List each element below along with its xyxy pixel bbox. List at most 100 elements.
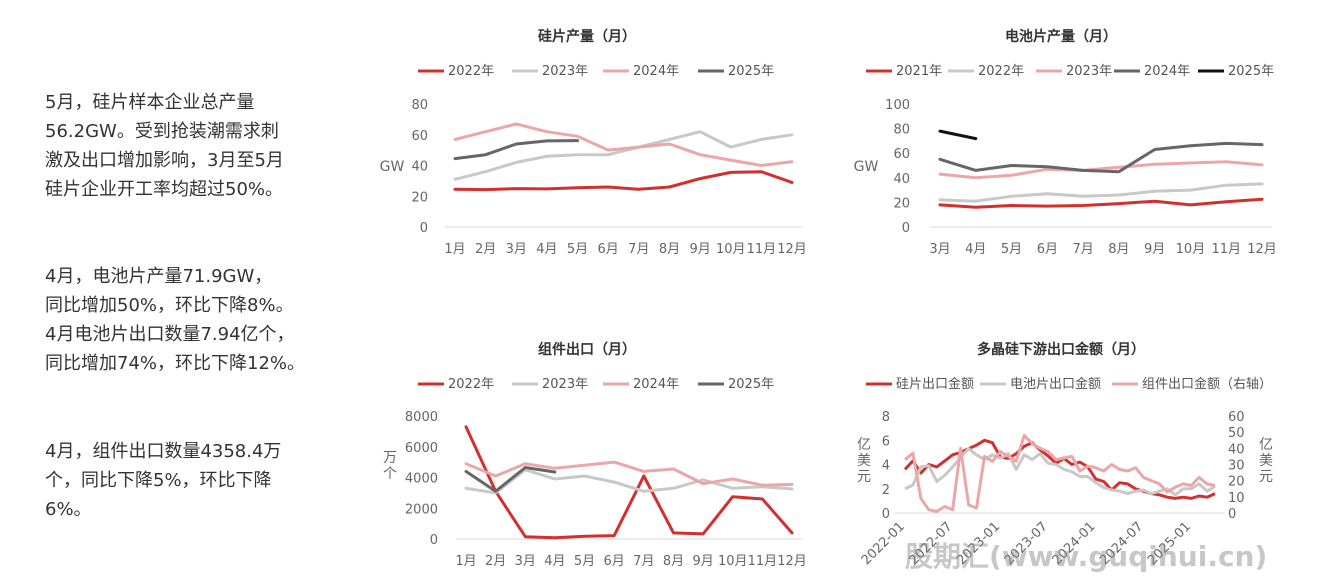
x-tick-label: 8月 [663,554,684,569]
series-line [938,141,1264,174]
x-tick-label: 3月 [929,242,950,257]
chart-title: 组件出口（月） [538,341,636,358]
x-tick-label: 4月 [544,554,565,569]
legend-label: 2024年 [633,377,679,392]
series-line [938,197,1264,209]
y-tick-label: 60 [411,129,428,144]
x-tick-label: 2022-01 [859,519,908,568]
legend-label: 2023年 [542,377,588,392]
y-axis-label-char: 个 [383,466,397,482]
legend-label: 2025年 [728,64,774,79]
series-line [464,425,794,540]
x-tick-label: 9月 [1144,242,1165,257]
y-axis-label-char: 亿 [857,437,871,453]
y-right-tick-label: 30 [1228,459,1245,474]
y-tick-label: 6000 [405,441,438,456]
legend-label: 2024年 [633,64,679,79]
series-line [453,130,794,181]
x-tick-label: 12月 [777,242,807,257]
y-tick-label: 0 [420,221,428,236]
x-tick-label: 9月 [692,554,713,569]
x-tick-label: 10月 [1176,242,1206,257]
x-tick-label: 3月 [515,554,536,569]
chart-title: 多晶硅下游出口金额（月） [977,341,1145,358]
legend-label: 2025年 [1228,64,1274,79]
series-line [453,122,794,167]
y-tick-label: 2 [882,483,890,498]
legend-label: 硅片出口金额 [896,376,974,392]
y-tick-label: 6 [882,434,890,449]
series-line [453,139,579,161]
note-line: 5月，硅片样本企业总产量 [45,92,255,113]
y-tick-label: 0 [882,507,890,522]
x-tick-label: 6月 [598,242,619,257]
legend-label: 2023年 [1066,64,1112,79]
x-tick-label: 12月 [777,554,807,569]
y-axis-label: GW [380,159,405,175]
y-right-tick-label: 60 [1228,410,1245,425]
series-line [904,433,1216,513]
y-tick-label: 80 [893,123,910,138]
legend-label: 组件出口金额（右轴） [1142,376,1272,392]
note-line: 56.2GW。受到抢装潮需求刺 [45,121,279,142]
legend-label: 2021年 [896,64,942,79]
legend-label: 2022年 [448,64,494,79]
x-tick-label: 8月 [1108,242,1129,257]
note-line: 4月，组件出口数量4358.4万 [45,441,282,462]
y-tick-label: 0 [430,533,438,548]
x-tick-label: 11月 [747,242,777,257]
series-line [453,170,794,192]
x-tick-label: 4月 [536,242,557,257]
note-line: 激及出口增加影响，3月至5月 [45,150,284,171]
y-axis-label-char: 元 [857,469,871,485]
legend-label: 2023年 [542,64,588,79]
y-tick-label: 2000 [405,502,438,517]
y-tick-label: 40 [411,160,428,175]
series-line [464,466,557,493]
x-tick-label: 4月 [965,242,986,257]
note-silicon-wafer: 5月，硅片样本企业总产量 56.2GW。受到抢装潮需求刺 激及出口增加影响，3月… [45,88,345,204]
x-tick-label: 11月 [1211,242,1241,257]
chart-title: 电池片产量（月） [1005,28,1117,45]
y-axis-label: GW [854,159,879,175]
legend-label: 2022年 [978,64,1024,79]
y-tick-label: 4000 [405,472,438,487]
y-right-tick-label: 10 [1228,491,1245,506]
legend-label: 2025年 [728,377,774,392]
x-tick-label: 1月 [455,554,476,569]
legend-label: 2022年 [448,377,494,392]
note-line: 6%。 [45,499,92,520]
series-line [903,438,1216,500]
series-line [464,468,794,495]
watermark: 股期汇(www.guqihui.cn) [905,540,1268,573]
x-tick-label: 12月 [1247,242,1277,257]
x-tick-label: 7月 [633,554,654,569]
y-tick-label: 40 [893,172,910,187]
y-tick-label: 8000 [405,410,438,425]
y-tick-label: 80 [411,98,428,113]
y-right-axis-label-char: 亿 [1259,437,1273,453]
chart-title: 硅片产量（月） [538,28,636,45]
x-tick-label: 3月 [506,242,527,257]
note-module: 4月，组件出口数量4358.4万 个，同比下降5%，环比下降 6%。 [45,437,345,524]
series-line [464,460,794,487]
note-line: 同比增加74%，环比下降12%。 [45,353,306,374]
y-tick-label: 100 [885,98,910,113]
series-line [938,160,1264,180]
y-tick-label: 8 [882,410,890,425]
x-tick-label: 6月 [1037,242,1058,257]
y-right-axis-label-char: 美 [1259,453,1273,469]
legend-label: 2024年 [1144,64,1190,79]
x-tick-label: 9月 [689,242,710,257]
x-tick-label: 11月 [748,554,778,569]
x-tick-label: 5月 [574,554,595,569]
y-tick-label: 0 [902,221,910,236]
x-tick-label: 7月 [1072,242,1093,257]
x-tick-label: 10月 [716,242,746,257]
x-tick-label: 6月 [604,554,625,569]
x-tick-label: 5月 [1001,242,1022,257]
y-axis-label-char: 万 [383,450,397,466]
x-tick-label: 1月 [444,242,465,257]
note-line: 4月电池片出口数量7.94亿个， [45,324,295,345]
